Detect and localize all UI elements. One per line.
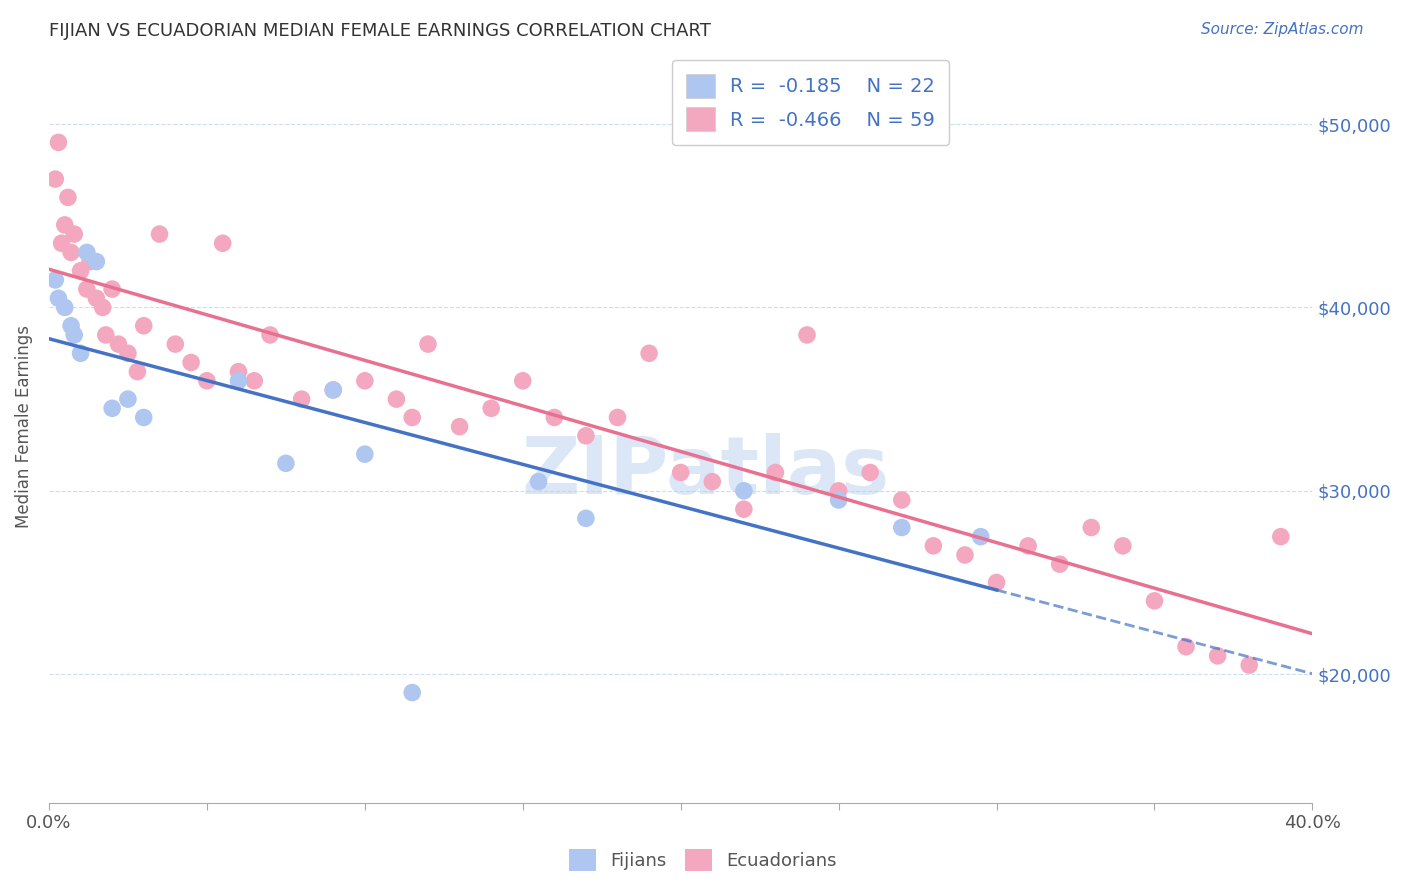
Point <box>479 401 502 416</box>
Point <box>56 190 79 204</box>
Point <box>606 410 628 425</box>
Point <box>91 301 114 315</box>
Point <box>796 327 818 342</box>
Point <box>69 264 91 278</box>
Point <box>859 466 882 480</box>
Point <box>60 245 83 260</box>
Point <box>416 337 439 351</box>
Point <box>1049 557 1071 571</box>
Point <box>512 374 534 388</box>
Point <box>1143 594 1166 608</box>
Text: FIJIAN VS ECUADORIAN MEDIAN FEMALE EARNINGS CORRELATION CHART: FIJIAN VS ECUADORIAN MEDIAN FEMALE EARNI… <box>49 22 711 40</box>
Point <box>1175 640 1198 654</box>
Point <box>180 355 202 369</box>
Point <box>101 401 124 416</box>
Point <box>322 383 344 397</box>
Point <box>986 575 1008 590</box>
Point <box>44 172 66 186</box>
Point <box>44 273 66 287</box>
Point <box>117 346 139 360</box>
Point <box>322 383 344 397</box>
Point <box>970 530 993 544</box>
Point <box>401 410 423 425</box>
Point <box>1017 539 1039 553</box>
Point <box>117 392 139 406</box>
Point <box>638 346 661 360</box>
Point <box>922 539 945 553</box>
Point <box>291 392 314 406</box>
Point <box>132 410 155 425</box>
Point <box>94 327 117 342</box>
Point <box>228 365 250 379</box>
Point <box>107 337 129 351</box>
Text: ZIPatlas: ZIPatlas <box>522 433 890 511</box>
Point <box>228 374 250 388</box>
Point <box>527 475 550 489</box>
Point <box>48 291 70 305</box>
Point <box>765 466 787 480</box>
Point <box>274 456 297 470</box>
Point <box>733 502 755 516</box>
Point <box>702 475 724 489</box>
Point <box>353 374 375 388</box>
Point <box>890 520 912 534</box>
Point <box>733 483 755 498</box>
Point <box>132 318 155 333</box>
Point <box>353 447 375 461</box>
Point <box>449 419 471 434</box>
Point <box>48 136 70 150</box>
Point <box>259 327 281 342</box>
Point <box>76 245 98 260</box>
Point <box>1237 658 1260 673</box>
Point <box>575 429 598 443</box>
Point <box>827 483 849 498</box>
Point <box>827 493 849 508</box>
Point <box>63 327 86 342</box>
Point <box>211 236 233 251</box>
Text: Source: ZipAtlas.com: Source: ZipAtlas.com <box>1201 22 1364 37</box>
Point <box>101 282 124 296</box>
Point <box>76 282 98 296</box>
Point <box>1270 530 1292 544</box>
Point <box>69 346 91 360</box>
Point <box>953 548 976 562</box>
Point <box>86 291 108 305</box>
Point <box>195 374 218 388</box>
Point <box>148 227 170 241</box>
Point <box>401 685 423 699</box>
Point <box>60 318 83 333</box>
Point <box>1206 648 1229 663</box>
Point <box>79 254 101 268</box>
Point <box>86 254 108 268</box>
Point <box>890 493 912 508</box>
Point <box>669 466 692 480</box>
Point <box>575 511 598 525</box>
Point <box>385 392 408 406</box>
Point <box>1080 520 1102 534</box>
Y-axis label: Median Female Earnings: Median Female Earnings <box>15 326 32 528</box>
Point <box>53 301 76 315</box>
Point <box>165 337 187 351</box>
Point <box>1112 539 1135 553</box>
Legend: R =  -0.185    N = 22, R =  -0.466    N = 59: R = -0.185 N = 22, R = -0.466 N = 59 <box>672 61 949 145</box>
Point <box>243 374 266 388</box>
Point <box>63 227 86 241</box>
Point <box>53 218 76 232</box>
Point <box>51 236 73 251</box>
Point <box>543 410 565 425</box>
Legend: Fijians, Ecuadorians: Fijians, Ecuadorians <box>562 842 844 879</box>
Point <box>127 365 149 379</box>
